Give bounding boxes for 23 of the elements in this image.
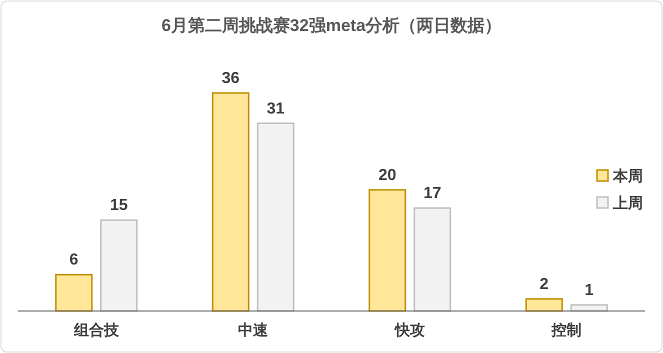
bar [100,219,138,312]
x-tick-label: 控制 [550,322,582,339]
data-label: 17 [423,185,442,202]
x-tick-label: 快攻 [394,322,425,339]
legend-label: 本周 [612,168,643,185]
data-label: 15 [110,197,128,214]
bar [570,304,608,312]
legend-label: 上周 [612,195,643,212]
chart-title: 6月第二周挑战赛32强meta分析（两日数据） [161,16,502,35]
data-label: 6 [69,252,78,269]
bar [414,207,452,312]
x-tick-label: 组合技 [72,322,120,339]
data-label: 1 [584,282,594,299]
data-label: 2 [540,276,549,293]
x-tick-label: 中速 [238,322,270,339]
bar [525,298,563,312]
bar [212,92,250,312]
data-label: 31 [266,100,285,118]
bar [55,274,93,312]
bar [256,122,294,312]
data-label: 36 [222,70,240,87]
bar [368,189,406,312]
data-label: 20 [378,166,396,184]
